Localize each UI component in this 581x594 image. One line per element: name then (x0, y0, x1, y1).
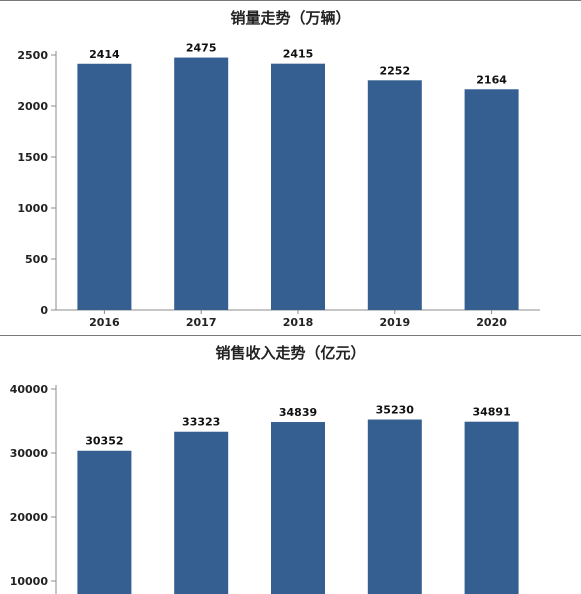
x-tick-label: 2017 (186, 316, 217, 329)
y-tick-label: 2000 (17, 100, 48, 113)
data-label: 34839 (279, 406, 317, 419)
bar (271, 422, 325, 594)
data-label: 2414 (89, 48, 120, 61)
data-label: 2164 (476, 73, 507, 86)
bar (367, 80, 422, 311)
y-tick-label: 30000 (10, 447, 49, 460)
y-tick-label: 1500 (17, 151, 48, 164)
bar (77, 450, 132, 594)
chart-title: 销售收入走势（亿元） (215, 344, 366, 362)
y-tick-label: 10000 (10, 575, 49, 588)
sales-volume-chart: 销量走势（万辆） 0 500 1000 1500 2000 2500 2414 2016 247… (0, 0, 581, 329)
bar (271, 63, 325, 310)
x-tick-label: 2020 (476, 316, 507, 329)
bar (464, 89, 519, 310)
bar (174, 431, 229, 594)
data-label: 2475 (186, 42, 217, 55)
bar (367, 419, 422, 594)
data-label: 30352 (85, 435, 123, 448)
bar (174, 57, 229, 310)
bar (77, 63, 132, 310)
data-label: 2415 (283, 48, 314, 61)
data-label: 35230 (376, 404, 415, 417)
chart-title: 销量走势（万辆） (230, 9, 351, 27)
bar (464, 421, 519, 594)
x-tick-label: 2019 (379, 316, 410, 329)
y-tick-label: 0 (40, 304, 48, 317)
y-tick-label: 20000 (10, 511, 49, 524)
data-label: 2252 (379, 64, 410, 77)
x-tick-label: 2016 (89, 316, 120, 329)
sales-volume-plot: 0 500 1000 1500 2000 2500 2414 2016 2475 2017 2415… (17, 42, 540, 329)
data-label: 33323 (182, 416, 220, 429)
y-tick-label: 40000 (10, 383, 49, 396)
y-tick-label: 2500 (17, 49, 48, 62)
data-label: 34891 (472, 406, 510, 419)
x-tick-label: 2018 (283, 316, 314, 329)
sales-revenue-chart: 销售收入走势（亿元） 10000 20000 30000 40000 30352 3332… (0, 335, 581, 594)
y-tick-label: 1000 (17, 202, 48, 215)
y-tick-label: 500 (25, 253, 48, 266)
sales-revenue-plot: 10000 20000 30000 40000 30352 33323 34839 35230… (10, 383, 519, 594)
